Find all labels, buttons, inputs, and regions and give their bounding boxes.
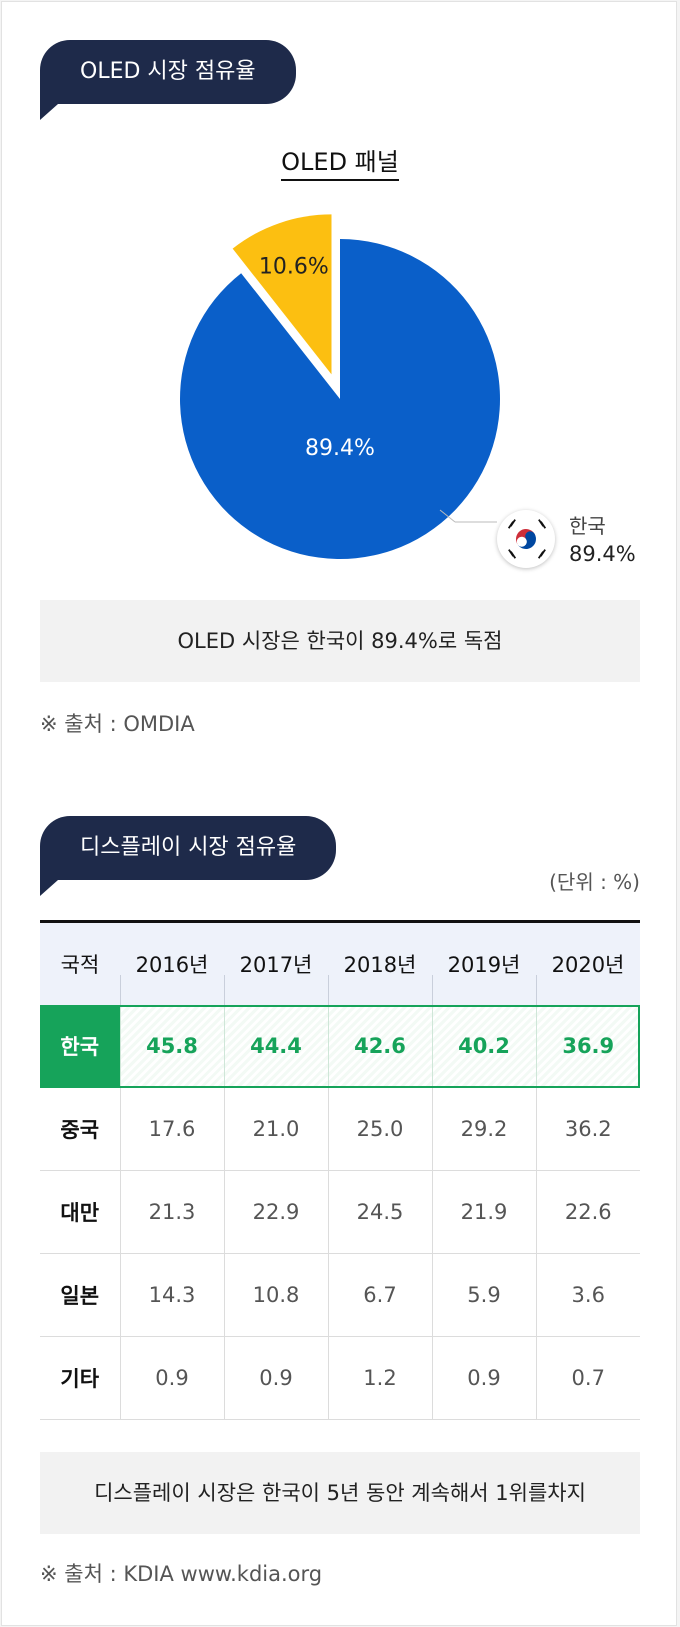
table-cell: 36.2 <box>535 1087 640 1171</box>
header-year: 2016년 <box>120 921 224 1005</box>
table-row-others: 기타 0.9 0.9 1.2 0.9 0.7 <box>40 1336 640 1420</box>
table-cell: 29.2 <box>431 1087 536 1171</box>
table-cell: 3.6 <box>535 1253 640 1337</box>
table-header-row: 국적 2016년 2017년 2018년 2019년 2020년 <box>40 921 640 1005</box>
table-cell: 17.6 <box>119 1087 224 1171</box>
header-year: 2018년 <box>328 921 432 1005</box>
pie-slice-0 <box>180 239 500 559</box>
summary-note-oled: OLED 시장은 한국이 89.4%로 독점 <box>40 600 640 682</box>
table-row-japan: 일본 14.3 10.8 6.7 5.9 3.6 <box>40 1253 640 1337</box>
table-cell: 21.9 <box>431 1170 536 1254</box>
oled-pie-chart: 89.4% 10.6% <box>180 214 500 559</box>
table-cell: 0.9 <box>431 1336 536 1420</box>
pie-slice-label-1: 10.6% <box>259 255 329 280</box>
table-cell: 10.8 <box>223 1253 328 1337</box>
legend-value: 89.4% <box>569 542 636 566</box>
row-country: 한국 <box>40 1004 120 1088</box>
table-row-korea: 한국 45.8 44.4 42.6 40.2 36.9 <box>40 1004 640 1088</box>
table-cell: 1.2 <box>327 1336 432 1420</box>
source-oled: ※ 출처 : OMDIA <box>40 712 195 736</box>
table-cell: 21.3 <box>119 1170 224 1254</box>
table-cell: 21.0 <box>223 1087 328 1171</box>
legend-leader-line <box>439 509 456 523</box>
table-row-taiwan: 대만 21.3 22.9 24.5 21.9 22.6 <box>40 1170 640 1254</box>
legend-country: 한국 <box>569 514 606 538</box>
table-cell: 45.8 <box>119 1004 224 1088</box>
header-year: 2020년 <box>536 921 640 1005</box>
korea-flag-icon <box>497 510 555 568</box>
table-cell: 22.6 <box>535 1170 640 1254</box>
table-cell: 0.9 <box>119 1336 224 1420</box>
table-cell: 0.7 <box>535 1336 640 1420</box>
table-cell: 40.2 <box>431 1004 536 1088</box>
section-title-display: 디스플레이 시장 점유율 <box>40 816 337 896</box>
source-display: ※ 출처 : KDIA www.kdia.org <box>40 1562 323 1586</box>
header-year: 2017년 <box>224 921 328 1005</box>
table-cell: 14.3 <box>119 1253 224 1337</box>
row-country: 기타 <box>60 1367 100 1391</box>
table-row-china: 중국 17.6 21.0 25.0 29.2 36.2 <box>40 1087 640 1171</box>
pie-slice-label-0: 89.4% <box>305 436 375 461</box>
table-cell: 5.9 <box>431 1253 536 1337</box>
table-cell: 42.6 <box>327 1004 432 1088</box>
section-title-oled: OLED 시장 점유율 <box>40 40 296 120</box>
display-share-table: 국적 2016년 2017년 2018년 2019년 2020년 한국 45.8… <box>40 920 640 1420</box>
table-cell: 22.9 <box>223 1170 328 1254</box>
table-cell: 6.7 <box>327 1253 432 1337</box>
pie-chart-title: OLED 패널 <box>0 142 680 181</box>
table-cell: 44.4 <box>223 1004 328 1088</box>
header-year: 2019년 <box>432 921 536 1005</box>
pie-slice-1 <box>232 214 332 375</box>
table-cell: 24.5 <box>327 1170 432 1254</box>
header-country: 국적 <box>40 921 120 1005</box>
unit-label: (단위 : %) <box>549 870 640 894</box>
row-country: 대만 <box>60 1201 100 1225</box>
table-cell: 36.9 <box>535 1004 640 1088</box>
table-cell: 25.0 <box>327 1087 432 1171</box>
summary-note-display: 디스플레이 시장은 한국이 5년 동안 계속해서 1위를차지 <box>40 1452 640 1534</box>
row-country: 일본 <box>60 1284 100 1308</box>
row-country: 중국 <box>60 1118 100 1142</box>
table-cell: 0.9 <box>223 1336 328 1420</box>
